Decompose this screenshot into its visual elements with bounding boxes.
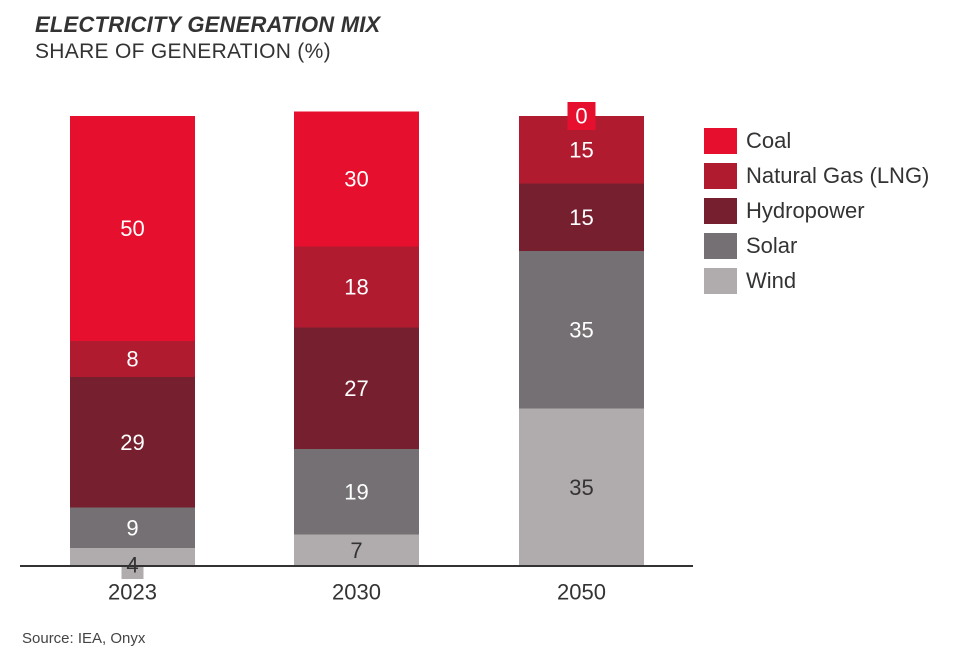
- bar-2023-natural-gas-lng: [70, 341, 195, 377]
- legend-swatch-hydropower: [704, 197, 737, 224]
- data-label-2050-natural-gas-lng: 15: [569, 137, 593, 162]
- chart-subtitle: SHARE OF GENERATION (%): [35, 40, 331, 63]
- data-label-2050-coal: 0: [575, 104, 587, 129]
- legend-swatch-coal: [704, 127, 737, 154]
- legend-label-hydropower: Hydropower: [746, 197, 865, 223]
- bar-2030-solar: [294, 449, 419, 535]
- data-label-2023-natural-gas-lng: 8: [126, 347, 138, 372]
- bar-2023-solar: [70, 507, 195, 548]
- legend-label-coal: Coal: [746, 127, 792, 153]
- bar-2030-natural-gas-lng: [294, 246, 419, 328]
- legend-swatch-wind: [704, 267, 737, 294]
- legend-label-natural-gas-lng: Natural Gas (LNG): [746, 162, 930, 188]
- data-label-2023-coal: 50: [120, 216, 144, 241]
- data-label-2030-solar: 19: [344, 479, 368, 504]
- data-label-2030-natural-gas-lng: 18: [344, 275, 368, 300]
- legend-swatch-solar: [704, 232, 737, 259]
- legend-item-natural-gas-lng: Natural Gas (LNG): [704, 158, 929, 193]
- legend-swatch-natural-gas-lng: [704, 162, 737, 189]
- data-label-bg-2050-coal: [567, 102, 596, 130]
- data-label-2050-wind: 35: [569, 475, 593, 500]
- source-note: Source: IEA, Onyx: [22, 630, 146, 647]
- data-label-2050-solar: 35: [569, 317, 593, 342]
- x-tick-label-2050: 2050: [557, 580, 606, 605]
- chart-title: ELECTRICITY GENERATION MIX: [35, 12, 381, 37]
- x-tick-label-2030: 2030: [332, 580, 381, 605]
- legend-item-coal: Coal: [704, 123, 929, 158]
- bar-2030-wind: [294, 534, 419, 566]
- bar-2050-hydropower: [519, 183, 644, 251]
- legend-item-solar: Solar: [704, 228, 929, 263]
- data-label-2030-wind: 7: [350, 538, 362, 563]
- data-label-2050-hydropower: 15: [569, 205, 593, 230]
- bar-2050-wind: [519, 408, 644, 566]
- data-label-2030-hydropower: 27: [344, 376, 368, 401]
- data-label-2023-hydropower: 29: [120, 430, 144, 455]
- bar-2023-hydropower: [70, 377, 195, 508]
- legend-item-hydropower: Hydropower: [704, 193, 929, 228]
- legend: Coal Natural Gas (LNG) Hydropower Solar Wind: [704, 123, 929, 298]
- legend-label-solar: Solar: [746, 232, 798, 258]
- bar-2030-hydropower: [294, 327, 419, 449]
- x-tick-label-2023: 2023: [108, 580, 157, 605]
- data-label-2023-solar: 9: [126, 515, 138, 540]
- legend-label-wind: Wind: [746, 267, 797, 293]
- bar-2050-solar: [519, 251, 644, 409]
- bar-2030-coal: [294, 111, 419, 247]
- data-label-2030-coal: 30: [344, 167, 368, 192]
- bar-2023-coal: [70, 116, 195, 341]
- legend-item-wind: Wind: [704, 263, 929, 298]
